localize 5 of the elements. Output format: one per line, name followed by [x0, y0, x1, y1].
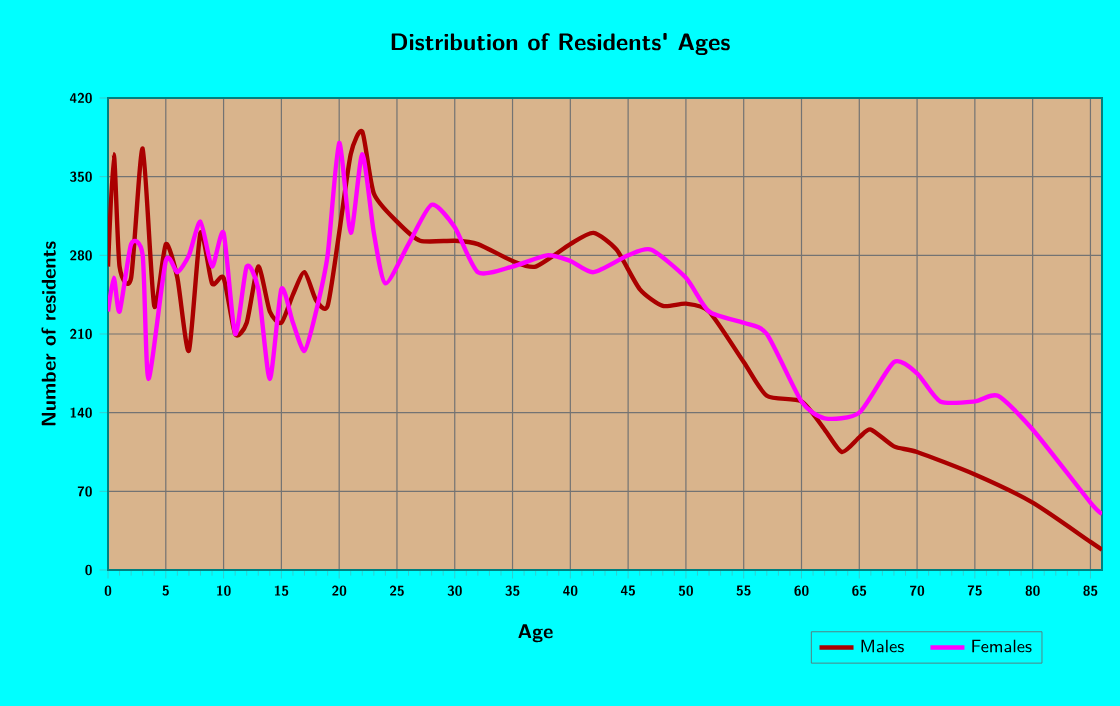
x-axis-title: Age [518, 624, 553, 643]
legend-label: Males [861, 639, 904, 653]
y-axis-title: Number of residents [41, 241, 56, 426]
legend-label: Females [972, 639, 1032, 653]
chart-title: Distribution of Residents' Ages [391, 32, 730, 56]
